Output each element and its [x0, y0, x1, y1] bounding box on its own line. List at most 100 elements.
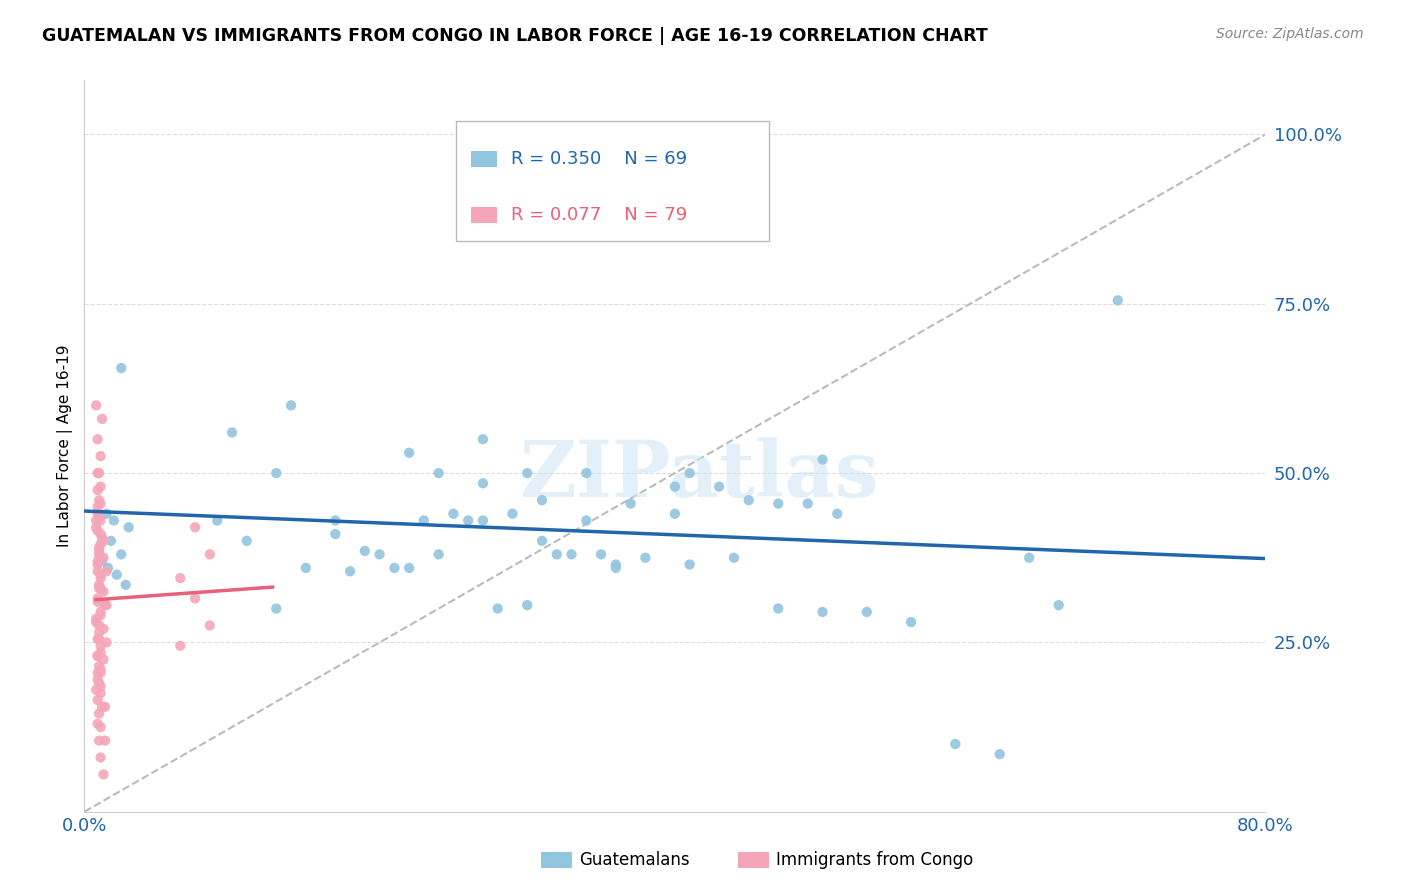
Point: [90, 680, 112, 694]
Point: [620, 497, 643, 511]
Point: [1047, 598, 1070, 612]
Point: [198, 547, 221, 561]
Point: [87, 466, 111, 480]
Point: [90, 449, 112, 463]
Point: [110, 361, 132, 376]
Point: [87, 544, 111, 558]
Point: [184, 591, 207, 606]
Point: [93, 767, 115, 781]
Point: [472, 432, 495, 446]
Point: [900, 615, 922, 629]
Point: [531, 493, 554, 508]
Point: [664, 507, 686, 521]
Point: [1018, 550, 1040, 565]
Point: [87, 733, 111, 747]
Point: [84, 398, 107, 412]
Text: GUATEMALAN VS IMMIGRANTS FROM CONGO IN LABOR FORCE | AGE 16-19 CORRELATION CHART: GUATEMALAN VS IMMIGRANTS FROM CONGO IN L…: [42, 27, 988, 45]
Point: [114, 578, 136, 592]
Point: [90, 750, 112, 764]
Point: [184, 520, 207, 534]
Point: [91, 699, 114, 714]
Point: [427, 466, 450, 480]
Point: [90, 581, 112, 595]
Point: [90, 567, 112, 582]
Point: [86, 483, 108, 497]
Point: [91, 554, 114, 568]
Point: [94, 699, 117, 714]
Point: [86, 554, 108, 568]
Point: [90, 720, 112, 734]
Point: [90, 514, 112, 528]
Point: [811, 452, 834, 467]
Point: [169, 571, 191, 585]
Point: [105, 567, 128, 582]
Point: [87, 632, 111, 646]
Point: [86, 558, 108, 572]
Point: [546, 547, 568, 561]
Point: [86, 693, 108, 707]
Point: [86, 500, 108, 514]
Point: [90, 537, 112, 551]
Point: [723, 550, 745, 565]
Point: [103, 514, 125, 528]
Point: [169, 639, 191, 653]
Point: [709, 480, 731, 494]
Point: [100, 533, 122, 548]
Point: [575, 514, 598, 528]
Point: [738, 493, 761, 508]
Point: [86, 632, 108, 646]
Point: [87, 541, 111, 555]
Point: [90, 665, 112, 680]
Point: [398, 446, 420, 460]
Point: [354, 544, 377, 558]
Point: [90, 608, 112, 623]
Text: R = 0.350    N = 69: R = 0.350 N = 69: [510, 150, 688, 168]
Point: [325, 527, 347, 541]
Point: [90, 605, 112, 619]
Point: [1107, 293, 1129, 308]
Point: [988, 747, 1011, 761]
Point: [87, 618, 111, 632]
Point: [207, 514, 229, 528]
Point: [339, 564, 361, 578]
Point: [443, 507, 465, 521]
Point: [94, 598, 117, 612]
Point: [86, 524, 108, 538]
Point: [472, 476, 495, 491]
Point: [427, 547, 450, 561]
Point: [91, 412, 114, 426]
Point: [90, 527, 112, 541]
Point: [87, 676, 111, 690]
Point: [679, 466, 702, 480]
Point: [797, 497, 820, 511]
Point: [87, 625, 111, 640]
Point: [86, 466, 108, 480]
Point: [679, 558, 702, 572]
Point: [575, 466, 598, 480]
Point: [561, 547, 583, 561]
Point: [413, 514, 436, 528]
FancyBboxPatch shape: [471, 151, 496, 167]
Point: [93, 533, 115, 548]
Point: [90, 646, 112, 660]
Point: [90, 663, 112, 677]
Point: [86, 648, 108, 663]
Point: [198, 618, 221, 632]
Point: [93, 584, 115, 599]
FancyBboxPatch shape: [457, 120, 769, 241]
Point: [472, 514, 495, 528]
Point: [531, 533, 554, 548]
Point: [86, 591, 108, 606]
Point: [90, 639, 112, 653]
Point: [768, 497, 790, 511]
Point: [266, 601, 288, 615]
Point: [86, 648, 108, 663]
Point: [591, 547, 613, 561]
Point: [486, 601, 509, 615]
Point: [605, 558, 627, 572]
Point: [280, 398, 302, 412]
Point: [382, 561, 406, 575]
Point: [221, 425, 243, 440]
Point: [87, 581, 111, 595]
Point: [90, 571, 112, 585]
